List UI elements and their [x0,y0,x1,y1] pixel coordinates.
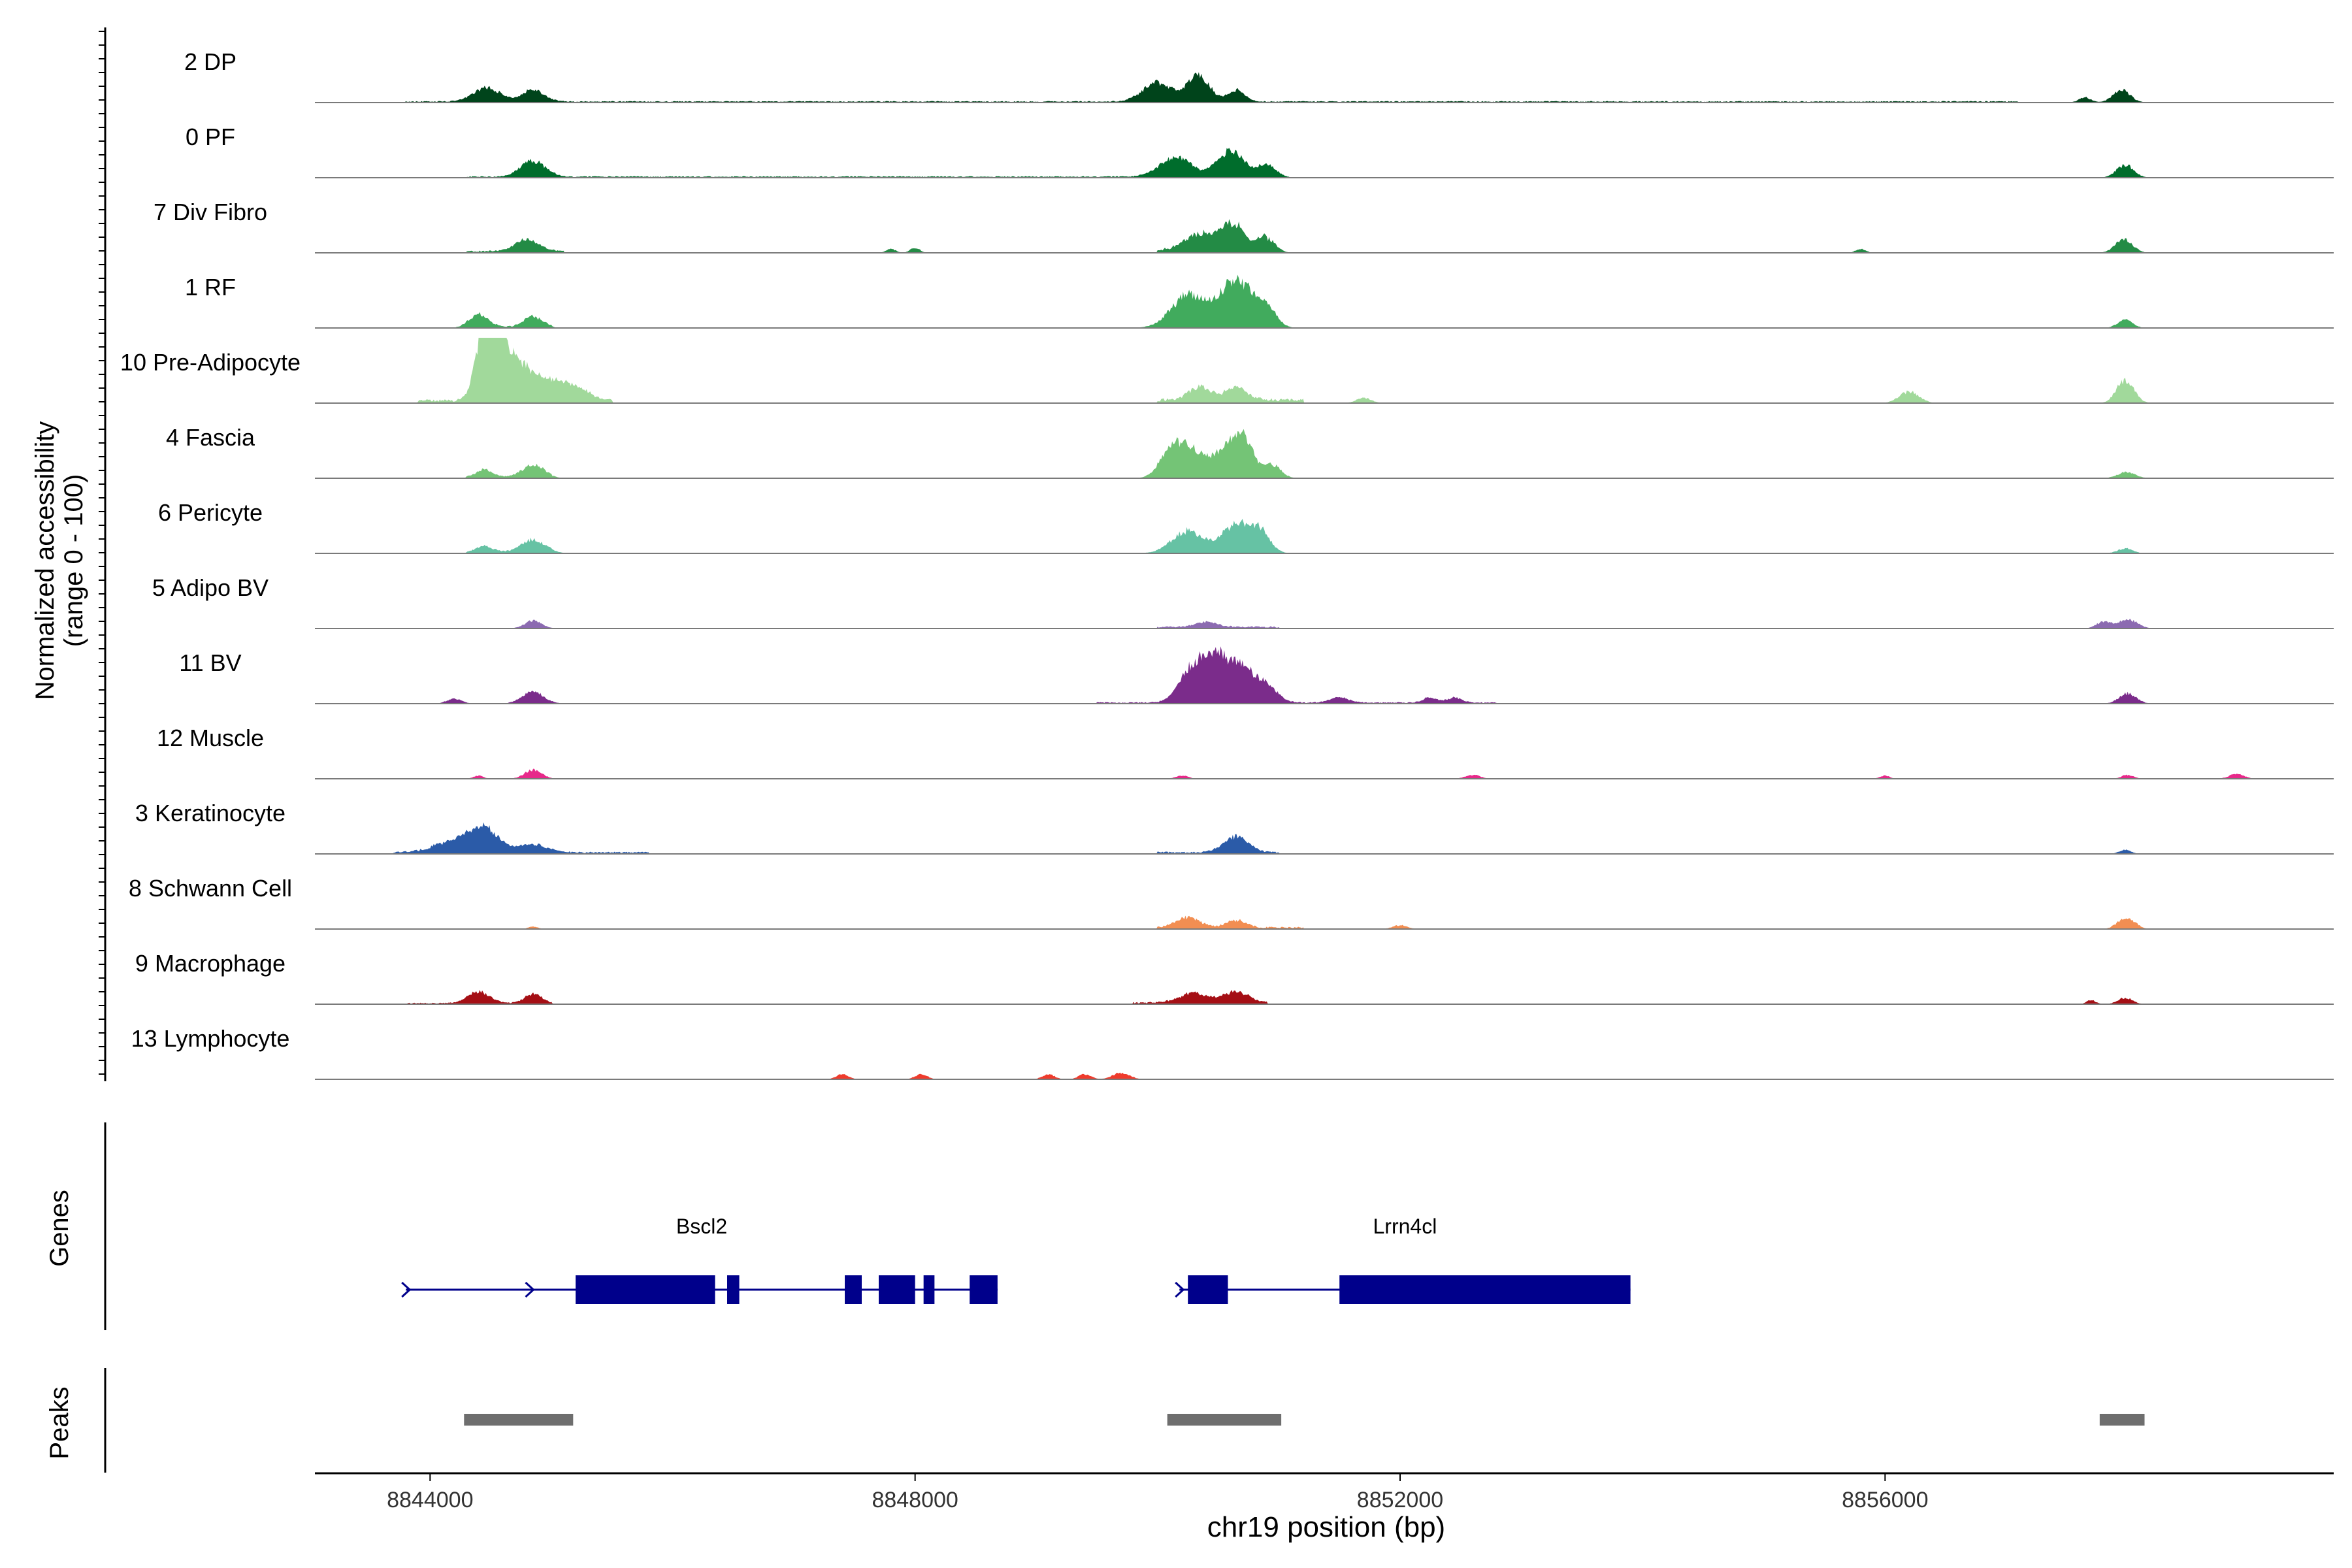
track-10-pre-adipocyte: 10 Pre-Adipocyte [120,338,2334,404]
track-6-pericyte: 6 Pericyte [158,499,2334,554]
gene-name: Lrrn4cl [1373,1215,1437,1238]
coverage-area [315,519,2334,553]
strand-arrow [1175,1281,1185,1298]
left-axis [99,27,106,1081]
peak-region [464,1414,574,1426]
track-0-pf: 0 PF [186,123,2334,178]
exon [1188,1275,1228,1304]
track-13-lymphocyte: 13 Lymphocyte [131,1025,2334,1080]
y-axis-label-line1: Normalized accessibility [31,421,59,700]
coverage-area [315,274,2334,328]
exon [923,1275,935,1304]
genes-label: Genes [45,1190,74,1267]
gene-name: Bscl2 [676,1215,727,1238]
track-9-macrophage: 9 Macrophage [135,950,2334,1005]
exon [1339,1275,1631,1304]
exon [845,1275,862,1304]
track-label: 3 Keratinocyte [135,800,286,826]
x-tick-label: 8856000 [1842,1488,1928,1512]
peak-region [2099,1414,2145,1426]
track-label: 5 Adipo BV [152,574,269,601]
x-axis: 8844000 8848000 8852000 8856000 [315,1472,2334,1512]
track-8-schwann-cell: 8 Schwann Cell [129,875,2334,930]
track-7-div-fibro: 7 Div Fibro [154,199,2334,253]
x-tick-label: 8848000 [872,1488,958,1512]
coverage-area [315,429,2334,478]
track-label: 6 Pericyte [158,499,263,526]
track-label: 9 Macrophage [135,950,286,977]
coverage-area [315,915,2334,929]
track-12-muscle: 12 Muscle [157,725,2334,779]
coverage-area [315,1072,2334,1079]
peaks-panel [104,1368,2145,1473]
coverage-tracks: 2 DP 0 PF 7 Div Fibro 1 RF 10 Pre-Adipocyte 4… [120,48,2334,1080]
track-label: 12 Muscle [157,725,264,751]
strand-arrow [525,1281,535,1298]
strand-arrow [401,1281,412,1298]
coverage-area [315,646,2334,704]
track-label: 8 Schwann Cell [129,875,292,902]
track-label: 13 Lymphocyte [131,1025,290,1052]
coverage-area [315,148,2334,178]
track-label: 11 BV [179,649,241,676]
track-2-dp: 2 DP [184,48,2334,103]
track-1-rf: 1 RF [185,274,2334,329]
track-label: 10 Pre-Adipocyte [120,349,301,376]
track-5-adipo-bv: 5 Adipo BV [152,574,2334,629]
genes-panel: Bscl2 Lrrn4cl [104,1122,1631,1330]
track-label: 7 Div Fibro [154,199,267,225]
peak-region [1167,1414,1282,1426]
x-tick-label: 8852000 [1357,1488,1443,1512]
gene-lrrn4cl: Lrrn4cl [1175,1215,1631,1304]
gene-bscl2: Bscl2 [401,1215,998,1304]
y-axis-label-line2: (range 0 - 100) [59,474,88,647]
exon [878,1275,915,1304]
track-label: 0 PF [186,123,235,150]
track-3-keratinocyte: 3 Keratinocyte [135,800,2334,855]
coverage-area [315,768,2334,779]
track-label: 1 RF [185,274,236,301]
track-label: 4 Fascia [166,424,255,451]
track-11-bv: 11 BV [179,646,2334,704]
coverage-area [315,219,2334,253]
exon [727,1275,740,1304]
x-axis-label: chr19 position (bp) [1207,1511,1445,1543]
x-tick-label: 8844000 [387,1488,473,1512]
coverage-area [315,822,2334,854]
track-4-fascia: 4 Fascia [166,424,2334,479]
exon [970,1275,998,1304]
track-label: 2 DP [184,48,237,75]
exon [576,1275,715,1304]
coverage-area [315,618,2334,629]
coverage-area [315,72,2334,103]
coverage-area [315,990,2334,1004]
peaks-label: Peaks [45,1386,74,1459]
coverage-area [315,338,2334,403]
